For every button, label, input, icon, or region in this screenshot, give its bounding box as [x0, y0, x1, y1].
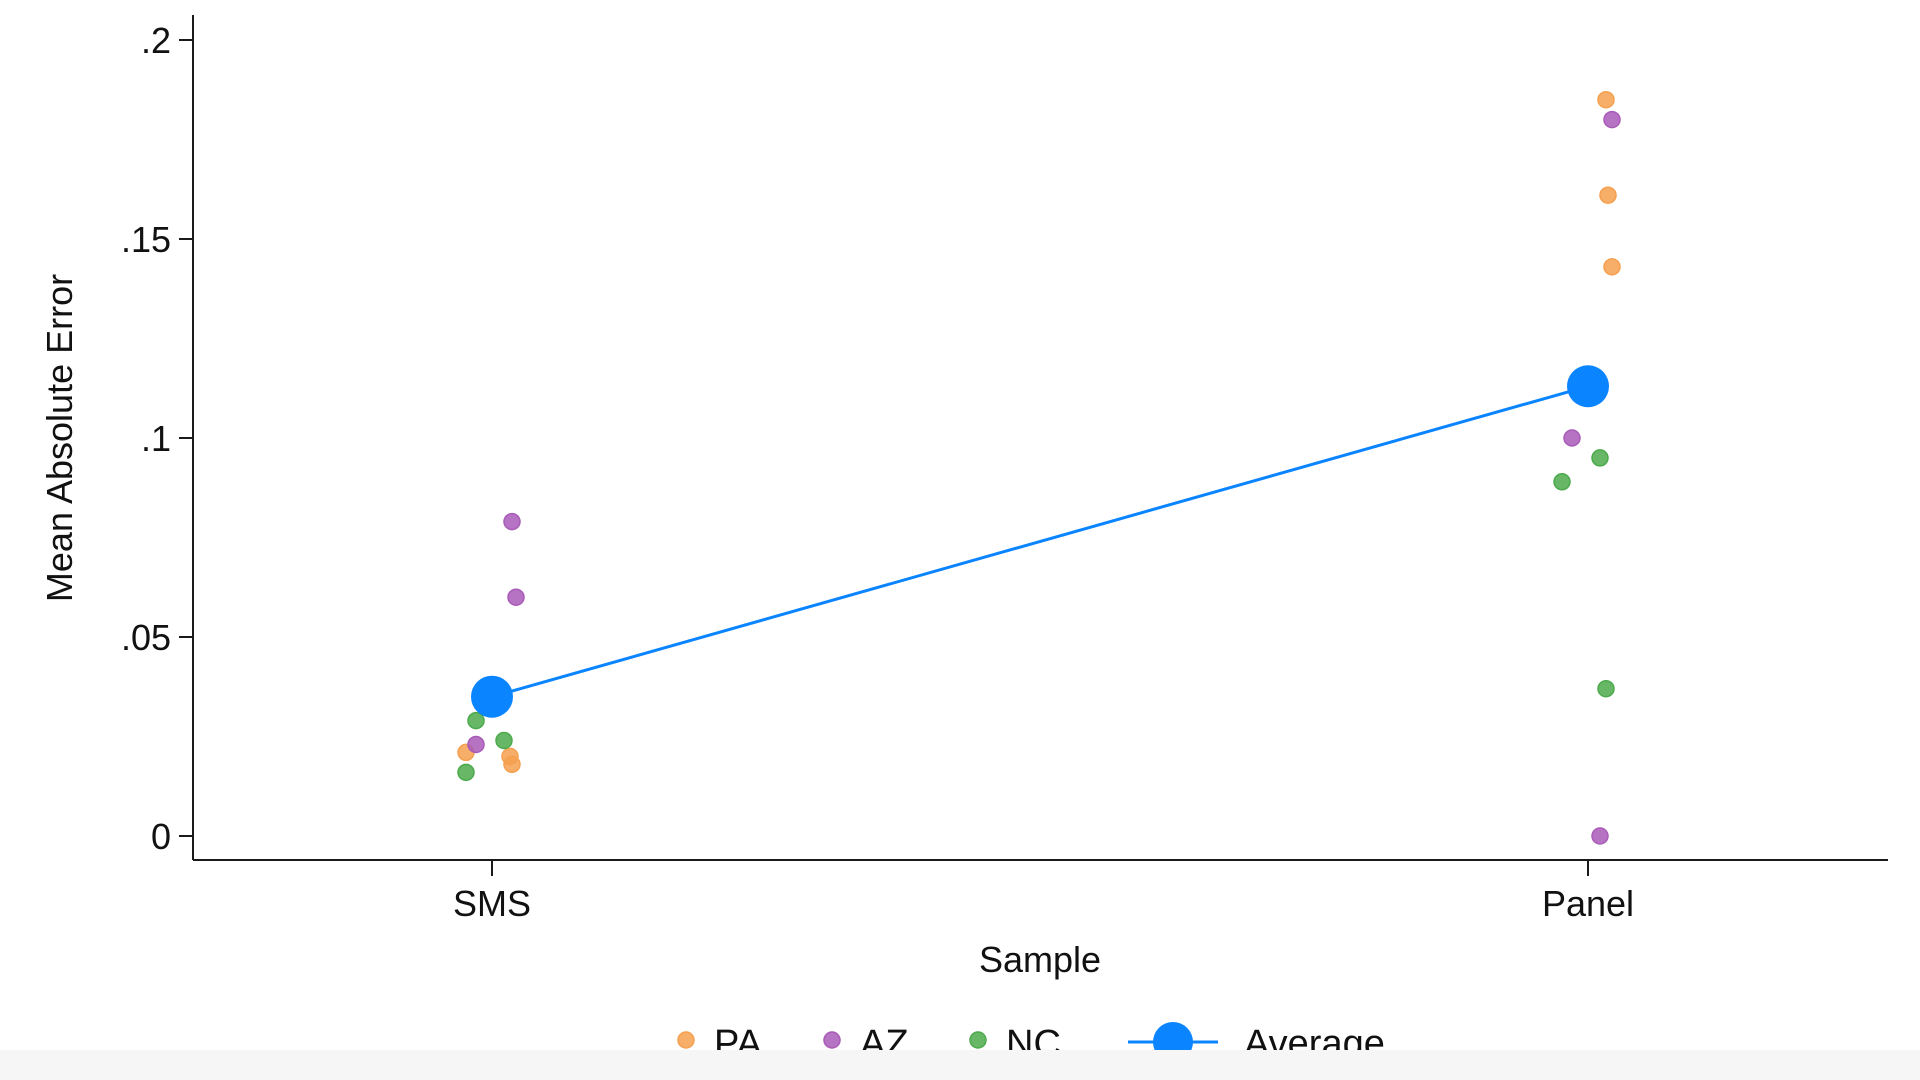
y-tick-label-3: .15	[121, 219, 171, 260]
average-line	[491, 384, 1589, 699]
points-layer	[457, 90, 1621, 845]
y-tick-label-2: .1	[141, 418, 171, 459]
x-ticks: SMS Panel	[453, 860, 1634, 924]
nc-point-3	[1591, 449, 1609, 467]
az-point-4	[1563, 429, 1581, 447]
nc-point-4	[1553, 473, 1571, 491]
average-point-sms	[471, 675, 513, 718]
average-point-panel	[1567, 365, 1609, 408]
legend-az-marker	[823, 1031, 841, 1049]
az-point-3	[1603, 110, 1621, 129]
nc-point-0	[467, 711, 485, 730]
legend-nc-marker	[969, 1031, 987, 1049]
az-point-5	[1591, 827, 1609, 845]
nc-point-1	[495, 731, 513, 750]
axes	[192, 15, 1888, 861]
pa-point-3	[1597, 90, 1615, 109]
nc-point-2	[457, 763, 475, 782]
nc-point-5	[1597, 679, 1615, 698]
x-tick-label-0: SMS	[453, 883, 531, 924]
az-point-1	[507, 588, 525, 606]
x-tick-label-1: Panel	[1542, 883, 1634, 924]
average-line-layer	[491, 384, 1589, 699]
x-axis-title: Sample	[979, 939, 1101, 980]
az-point-2	[467, 735, 485, 754]
bottom-strip	[0, 1050, 1920, 1080]
y-tick-label-4: .2	[141, 20, 171, 61]
az-point-0	[503, 512, 521, 531]
pa-point-4	[1599, 186, 1617, 204]
y-tick-label-1: .05	[121, 617, 171, 658]
y-axis-title: Mean Absolute Error	[39, 274, 80, 602]
pa-point-5	[1603, 258, 1621, 276]
pa-point-2	[503, 755, 521, 774]
y-tick-label-0: 0	[151, 816, 171, 857]
legend-pa-marker	[677, 1031, 695, 1049]
y-ticks: 0 .05 .1 .15 .2	[121, 20, 193, 857]
